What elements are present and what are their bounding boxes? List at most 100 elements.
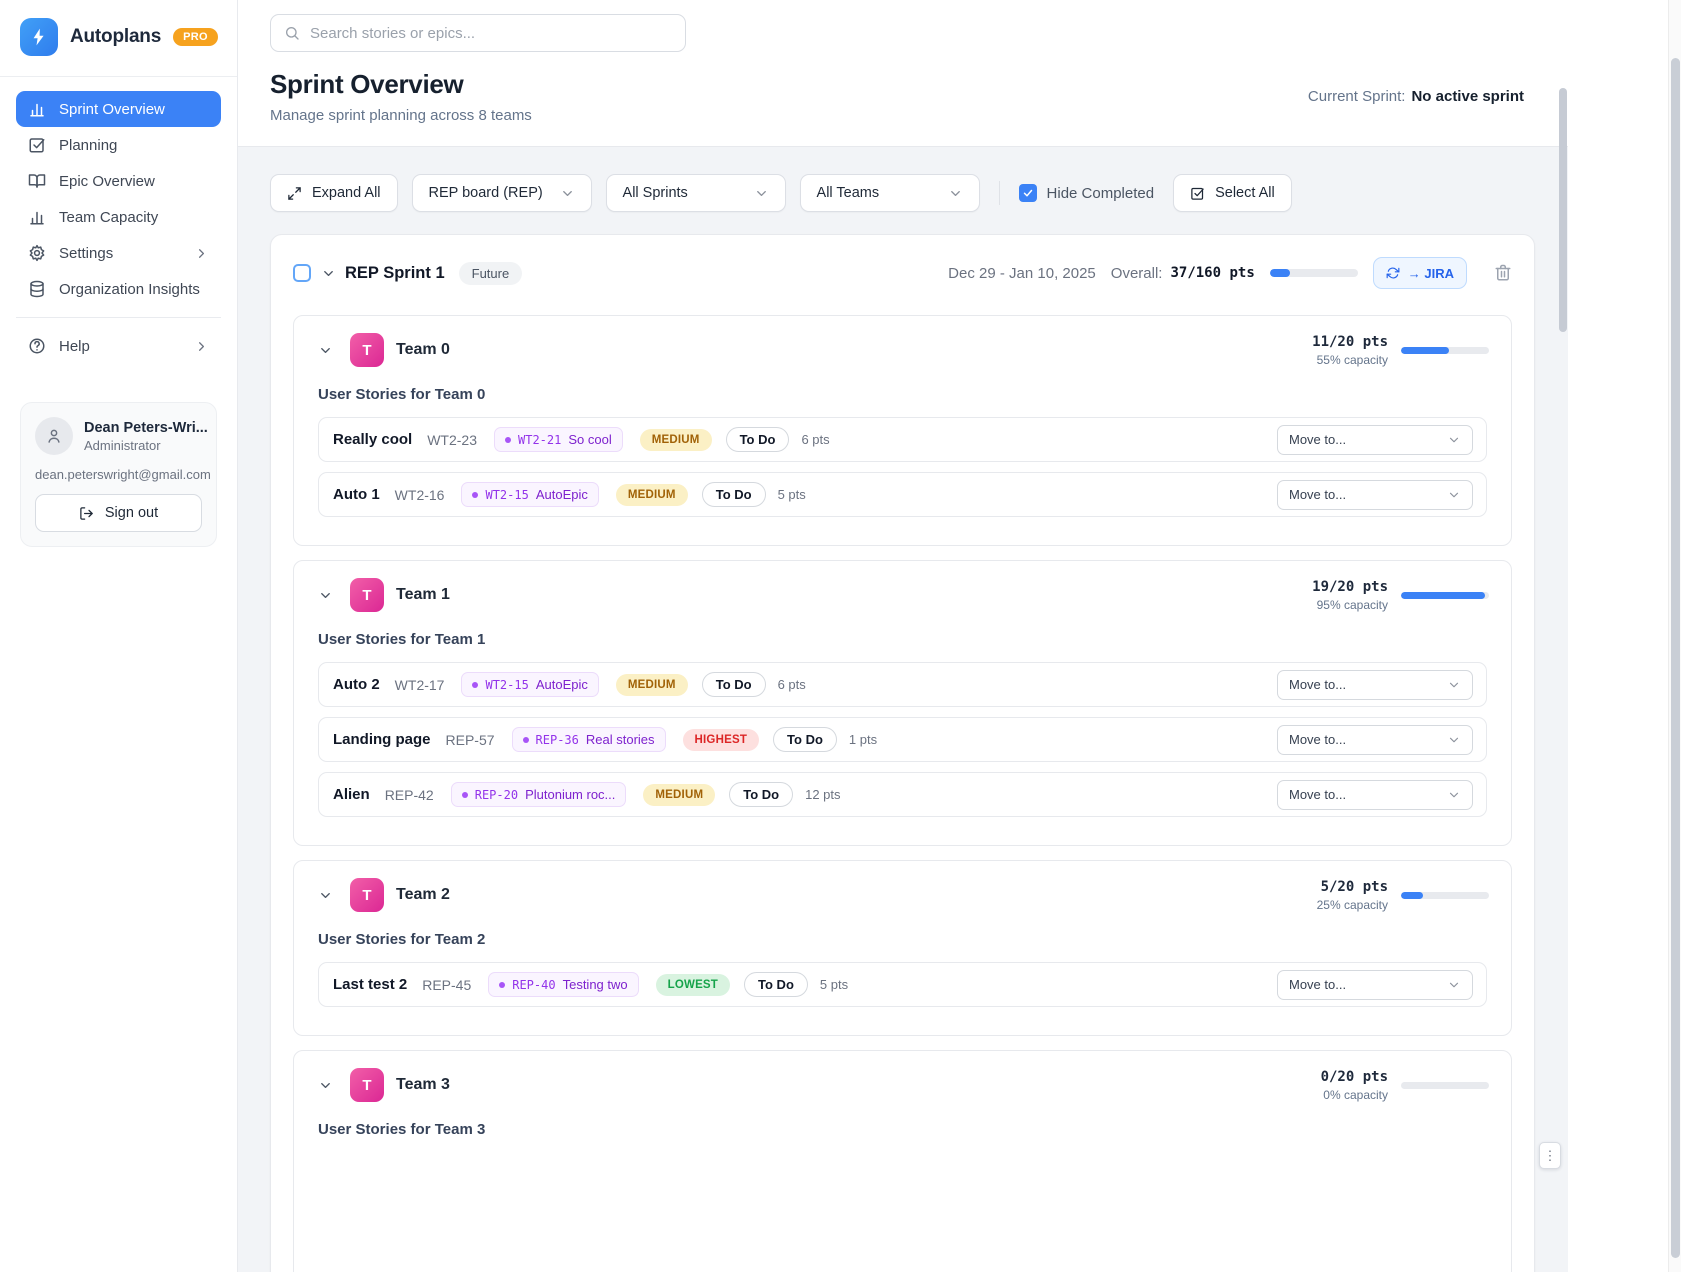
- chevron-down-icon: [321, 347, 330, 353]
- overall-progress-bar: [1269, 269, 1358, 277]
- story-row[interactable]: Alien REP-42 REP-20 Plutonium roc... MEDIUM T…: [318, 772, 1487, 817]
- team-name: Team 1: [396, 586, 450, 603]
- sidebar-item-sprint-overview[interactable]: Sprint Overview: [16, 91, 221, 127]
- sidebar-item-planning[interactable]: Planning: [16, 127, 221, 163]
- gear-icon: [29, 244, 45, 262]
- hide-completed-toggle[interactable]: Hide Completed: [1018, 184, 1154, 202]
- story-key: WT2-17: [394, 676, 445, 693]
- move-to-label: Move to...: [1289, 787, 1347, 802]
- team-body: User Stories for Team 3: [294, 1119, 1511, 1170]
- check-square-icon: [29, 138, 45, 153]
- board-select[interactable]: REP board (REP): [411, 174, 592, 212]
- team-avatar: T: [350, 333, 384, 367]
- team-capacity-label: 95% capacity: [1316, 597, 1388, 612]
- team-avatar: T: [350, 1068, 384, 1102]
- lightning-bolt-icon: [33, 28, 44, 46]
- overflow-handle[interactable]: ⋮: [1539, 1142, 1561, 1169]
- trash-icon[interactable]: [1494, 264, 1512, 282]
- search-input[interactable]: [310, 24, 672, 42]
- team-name: Team 3: [396, 1076, 450, 1093]
- chevron-down-icon[interactable]: [321, 266, 336, 281]
- user-name: Dean Peters-Wri...: [84, 419, 208, 436]
- move-to-select[interactable]: Move to...: [1277, 779, 1473, 810]
- sidebar-item-label: Planning: [59, 136, 118, 154]
- epic-dot-icon: [461, 791, 468, 798]
- team-capacity-summary: 11/20 pts 55% capacity: [1312, 334, 1489, 367]
- story-title: Last test 2: [333, 976, 408, 993]
- page-subtitle: Manage sprint planning across 8 teams: [270, 107, 532, 124]
- story-points: 1 pts: [848, 732, 878, 747]
- move-to-label: Move to...: [1289, 487, 1347, 502]
- sidebar-item-settings[interactable]: Settings: [16, 235, 221, 271]
- epic-badge[interactable]: REP-36 Real stories: [511, 727, 666, 752]
- checkbox-checked-icon[interactable]: [1018, 184, 1037, 202]
- epic-dot-icon: [472, 491, 479, 498]
- content-scrollbar-thumb[interactable]: [1559, 88, 1567, 332]
- jira-button-label: → JIRA: [1407, 265, 1454, 281]
- team-filter-select[interactable]: All Teams: [799, 174, 980, 212]
- epic-badge[interactable]: REP-20 Plutonium roc...: [450, 782, 627, 807]
- expand-all-button[interactable]: Expand All: [270, 174, 398, 212]
- sidebar-item-help[interactable]: Help: [16, 328, 221, 364]
- overall-label: Overall:: [1110, 264, 1163, 282]
- stories-section-title: User Stories for Team 1: [318, 631, 486, 648]
- epic-badge[interactable]: WT2-15 AutoEpic: [461, 482, 599, 507]
- team-filter-value: All Teams: [816, 185, 880, 201]
- team-name: Team 2: [396, 886, 450, 903]
- overall-points: 37/160 pts: [1170, 265, 1255, 281]
- main-header: Sprint Overview Manage sprint planning a…: [238, 0, 1568, 147]
- sidebar-item-organization-insights[interactable]: Organization Insights: [16, 271, 221, 307]
- team-points: 11/20 pts: [1312, 333, 1388, 350]
- priority-badge: MEDIUM: [643, 783, 716, 806]
- main-area: Sprint Overview Manage sprint planning a…: [238, 0, 1568, 1272]
- search-box: [270, 14, 686, 52]
- team-card: T Team 1 19/20 pts 95% capacity User Stories…: [293, 560, 1512, 846]
- epic-key: REP-40: [512, 977, 556, 992]
- story-row[interactable]: Really cool WT2-23 WT2-21 So cool MEDIUM To D…: [318, 417, 1487, 462]
- story-row[interactable]: Auto 1 WT2-16 WT2-15 AutoEpic MEDIUM To Do 5 p…: [318, 472, 1487, 517]
- team-body: User Stories for Team 0 Really cool WT2-23…: [294, 384, 1511, 545]
- sidebar-item-team-capacity[interactable]: Team Capacity: [16, 199, 221, 235]
- content: Expand All REP board (REP) All Sprints A…: [238, 147, 1568, 1272]
- epic-name: Plutonium roc...: [525, 787, 616, 802]
- move-to-select[interactable]: Move to...: [1277, 724, 1473, 755]
- sprint-status-badge: Future: [458, 261, 523, 285]
- story-title: Auto 1: [333, 486, 380, 503]
- sprint-filter-select[interactable]: All Sprints: [605, 174, 786, 212]
- chevron-down-icon: [1449, 492, 1459, 497]
- move-to-select[interactable]: Move to...: [1277, 669, 1473, 700]
- move-to-select[interactable]: Move to...: [1277, 969, 1473, 1000]
- team-header[interactable]: T Team 1 19/20 pts 95% capacity: [294, 561, 1511, 629]
- sign-out-button[interactable]: Sign out: [35, 494, 202, 532]
- story-row[interactable]: Landing page REP-57 REP-36 Real stories HIGH…: [318, 717, 1487, 762]
- stories-section-title: User Stories for Team 0: [318, 386, 486, 403]
- priority-badge: MEDIUM: [615, 483, 688, 506]
- move-to-select[interactable]: Move to...: [1277, 424, 1473, 455]
- bar-chart-icon: [30, 211, 44, 225]
- epic-dot-icon: [505, 436, 511, 443]
- sidebar-item-label: Organization Insights: [59, 280, 200, 298]
- page-scrollbar-thumb[interactable]: [1671, 58, 1680, 1258]
- sidebar-item-label: Epic Overview: [59, 172, 155, 190]
- story-title: Auto 2: [333, 676, 380, 693]
- epic-badge[interactable]: REP-40 Testing two: [488, 972, 639, 997]
- sync-to-jira-button[interactable]: → JIRA: [1372, 257, 1467, 289]
- story-row[interactable]: Auto 2 WT2-17 WT2-15 AutoEpic MEDIUM To Do 6 p…: [318, 662, 1487, 707]
- select-all-button[interactable]: Select All: [1173, 174, 1292, 212]
- team-header[interactable]: T Team 2 5/20 pts 25% capacity: [294, 861, 1511, 929]
- sync-icon: [1386, 267, 1400, 279]
- sprint-checkbox[interactable]: [293, 264, 311, 282]
- team-progress-bar: [1401, 346, 1489, 354]
- team-capacity-summary: 19/20 pts 95% capacity: [1312, 579, 1489, 612]
- chevron-down-icon: [1449, 682, 1459, 687]
- epic-badge[interactable]: WT2-21 So cool: [494, 427, 623, 452]
- move-to-select[interactable]: Move to...: [1277, 479, 1473, 510]
- epic-badge[interactable]: WT2-15 AutoEpic: [461, 672, 599, 697]
- status-badge: To Do: [701, 672, 766, 697]
- team-header[interactable]: T Team 3 0/20 pts 0% capacity: [294, 1051, 1511, 1119]
- toolbar-divider: [998, 181, 1000, 205]
- team-header[interactable]: T Team 0 11/20 pts 55% capacity: [294, 316, 1511, 384]
- sidebar-item-epic-overview[interactable]: Epic Overview: [16, 163, 221, 199]
- story-row[interactable]: Last test 2 REP-45 REP-40 Testing two LOWEST…: [318, 962, 1487, 1007]
